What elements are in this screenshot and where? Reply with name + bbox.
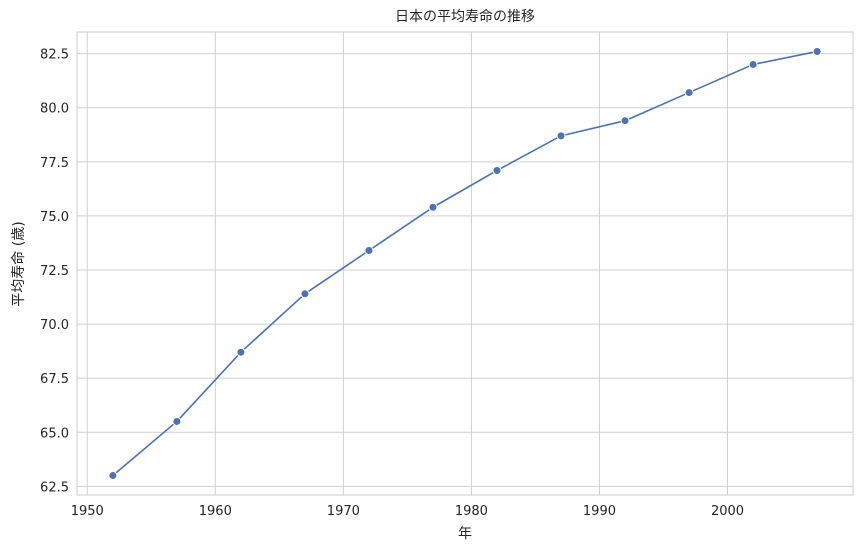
data-point: [492, 165, 502, 175]
vertical-gridlines: [86, 32, 729, 495]
data-point: [364, 246, 374, 256]
x-tick-label: 1950: [71, 504, 104, 519]
y-tick-label: 77.5: [40, 156, 69, 171]
data-point: [236, 347, 246, 357]
x-tick-label: 2000: [711, 504, 744, 519]
data-point: [812, 46, 822, 56]
horizontal-gridlines: [77, 53, 853, 487]
data-point: [428, 202, 438, 212]
x-tick-label: 1990: [583, 504, 616, 519]
data-point: [556, 131, 566, 141]
series-layer: [108, 46, 822, 481]
series-line: [112, 50, 818, 477]
data-point: [684, 88, 694, 98]
y-tick-label: 67.5: [40, 372, 69, 387]
y-tick-label: 70.0: [40, 318, 69, 333]
y-tick-label: 80.0: [40, 102, 69, 117]
x-tick-label: 1980: [455, 504, 488, 519]
data-point: [748, 59, 758, 69]
y-tick-label: 62.5: [40, 480, 69, 495]
y-tick-label: 72.5: [40, 264, 69, 279]
y-tick-label: 75.0: [40, 210, 69, 225]
x-tick-labels: 1950 1960 1970 1980 1990 2000: [71, 504, 744, 519]
data-point: [300, 289, 310, 299]
plot-frame: [76, 31, 854, 496]
chart-title: 日本の平均寿命の推移: [395, 8, 535, 25]
x-tick-label: 1970: [327, 504, 360, 519]
y-axis-title: 平均寿命 (歳): [10, 221, 27, 306]
y-tick-label: 82.5: [40, 48, 69, 63]
y-tick-label: 65.0: [40, 426, 69, 441]
y-tick-labels: 62.5 65.0 67.5 70.0 72.5 75.0 77.5 80.0 82.5: [40, 48, 69, 496]
data-point: [620, 116, 630, 126]
plot-background: [77, 32, 853, 495]
data-point: [108, 471, 118, 481]
x-tick-label: 1960: [199, 504, 232, 519]
data-point: [172, 416, 182, 426]
x-axis-title: 年: [458, 526, 472, 542]
